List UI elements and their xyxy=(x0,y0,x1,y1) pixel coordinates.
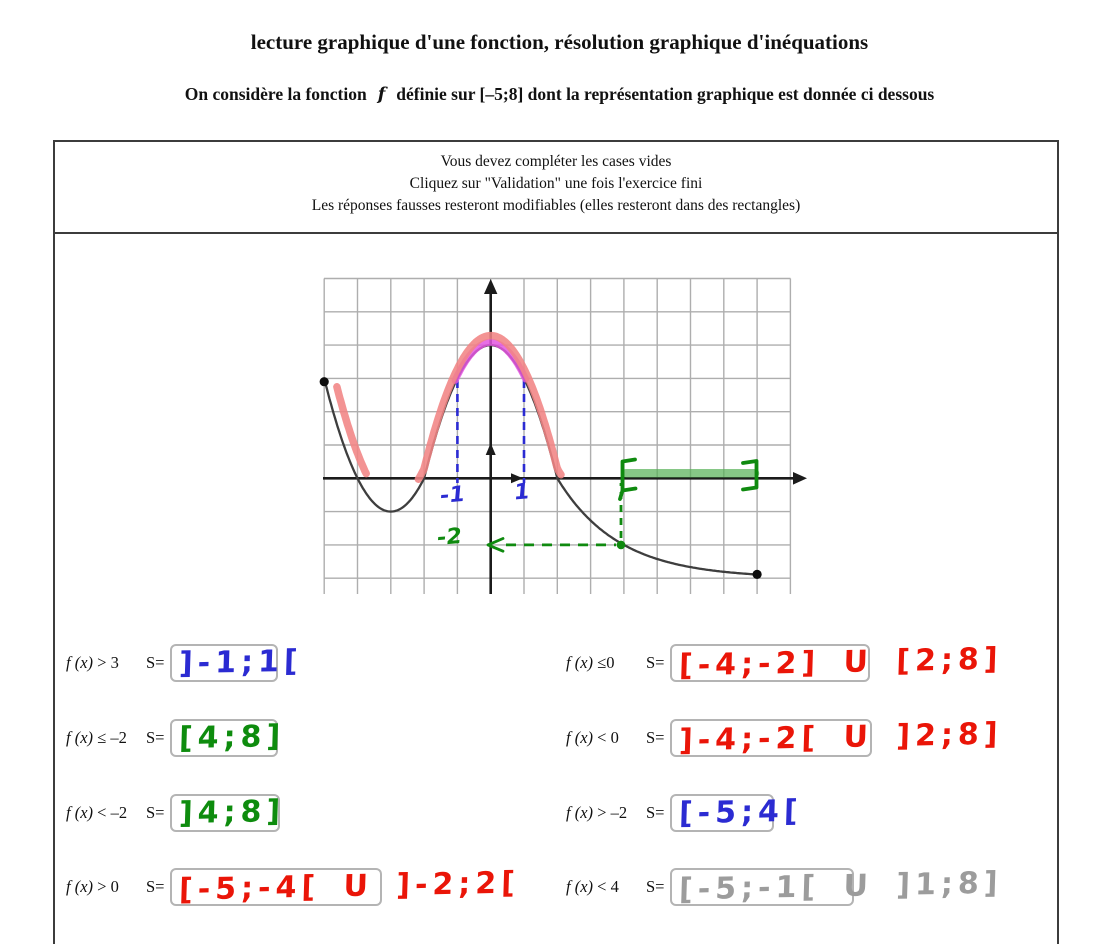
open-bracket-icon xyxy=(620,457,638,493)
answer-box[interactable]: ]-1;1[ xyxy=(170,644,304,682)
function-symbol: f xyxy=(377,85,386,105)
answer-box[interactable]: ]4;8] xyxy=(170,794,286,832)
question-row: f (x) > –2 S= [-5;4[ xyxy=(566,794,804,832)
condition-op: < 0 xyxy=(597,728,619,747)
condition-op: ≤ –2 xyxy=(97,728,127,747)
question-row: f (x) > 3 S= ]-1;1[ xyxy=(66,644,304,682)
condition-lhs: f (x) xyxy=(566,877,594,896)
unit-y-arrow-icon xyxy=(485,443,496,455)
condition-op: ≤0 xyxy=(597,653,615,672)
endpoint-dot-left xyxy=(319,377,329,387)
condition-op: < 4 xyxy=(597,877,619,896)
condition-lhs: f (x) xyxy=(66,653,94,672)
answer-text: ]4;8] xyxy=(178,793,287,832)
function-graph: -1 1 -2 xyxy=(314,276,808,598)
subtitle: On considère la fonction f définie sur [–5… xyxy=(0,84,1119,105)
answer-box[interactable]: [-5;4[ xyxy=(670,794,804,832)
instruction-line-1: Vous devez compléter les cases vides xyxy=(440,153,672,170)
condition-op: > 3 xyxy=(97,653,119,672)
condition-lhs: f (x) xyxy=(66,728,94,747)
s-equals-label: S= xyxy=(146,728,165,747)
question-row: f (x) ≤0 S= [-4;-2] U [2;8] xyxy=(566,642,1004,684)
answer-box[interactable]: [-4;-2] U [2;8] xyxy=(670,642,1004,683)
condition-lhs: f (x) xyxy=(566,803,594,822)
y-label-minus2: -2 xyxy=(435,523,463,552)
question-row: f (x) ≤ –2 S= [4;8] xyxy=(66,719,286,757)
unit-x-arrow-icon xyxy=(511,473,523,484)
function-graph-svg xyxy=(319,277,807,594)
function-curve xyxy=(323,343,758,576)
red-highlight-center xyxy=(414,331,565,483)
question-row: f (x) < 4 S= [-5;-1[ U ]1;8] xyxy=(566,866,1004,908)
question-row: f (x) < 0 S= ]-4;-2[ U ]2;8] xyxy=(566,717,1004,759)
s-equals-label: S= xyxy=(146,653,165,672)
s-equals-label: S= xyxy=(146,803,165,822)
marked-point-dot xyxy=(616,540,626,550)
x-label-minus1: -1 xyxy=(438,481,466,510)
answer-text: [-5;4[ xyxy=(678,793,804,832)
answer-box[interactable]: [-5;-1[ U ]1;8] xyxy=(670,866,1004,907)
left-arrow-icon xyxy=(486,537,505,553)
subtitle-pre: On considère la fonction xyxy=(184,84,367,104)
answer-box[interactable]: ]-4;-2[ U ]2;8] xyxy=(670,717,1004,758)
instruction-panel: Vous devez compléter les cases vides Cli… xyxy=(53,140,1059,237)
open-bracket-tail xyxy=(618,488,625,501)
condition-op: > –2 xyxy=(597,803,628,822)
answer-text: [-4;-2] U [2;8] xyxy=(678,641,1004,684)
answer-text: ]-1;1[ xyxy=(178,643,304,682)
answer-box[interactable]: [-5;-4[ U ]-2;2[ xyxy=(170,865,521,908)
condition-lhs: f (x) xyxy=(566,653,594,672)
close-bracket-icon xyxy=(741,459,759,492)
condition-lhs: f (x) xyxy=(66,877,94,896)
instruction-line-2: Cliquez sur "Validation" une fois l'exer… xyxy=(409,175,703,192)
answer-text: [-5;-1[ U ]1;8] xyxy=(678,865,1004,908)
condition-op: < –2 xyxy=(97,803,128,822)
s-equals-label: S= xyxy=(646,803,665,822)
red-highlight-left xyxy=(333,383,370,478)
subtitle-post: définie sur [–5;8] dont la représentatio… xyxy=(396,84,935,104)
instruction-line-3: Les réponses fausses resteront modifiabl… xyxy=(311,197,801,214)
answer-text: [4;8] xyxy=(178,718,287,757)
s-equals-label: S= xyxy=(646,728,665,747)
page-title: lecture graphique d'une fonction, résolu… xyxy=(250,30,869,54)
question-row: f (x) > 0 S= [-5;-4[ U ]-2;2[ xyxy=(66,865,521,908)
answer-box[interactable]: [4;8] xyxy=(170,719,286,757)
s-equals-label: S= xyxy=(646,653,665,672)
condition-op: > 0 xyxy=(97,877,119,896)
grid xyxy=(323,277,792,594)
endpoint-dot-right xyxy=(752,569,762,579)
question-row: f (x) < –2 S= ]4;8] xyxy=(66,794,286,832)
x-label-1: 1 xyxy=(512,479,531,506)
s-equals-label: S= xyxy=(146,877,165,896)
x-axis-arrow-icon xyxy=(793,472,807,485)
s-equals-label: S= xyxy=(646,877,665,896)
answer-text: ]-4;-2[ U ]2;8] xyxy=(678,716,1004,759)
answer-text: [-5;-4[ U ]-2;2[ xyxy=(178,865,521,908)
y-axis-arrow-icon xyxy=(484,279,498,294)
condition-lhs: f (x) xyxy=(66,803,94,822)
condition-lhs: f (x) xyxy=(566,728,594,747)
